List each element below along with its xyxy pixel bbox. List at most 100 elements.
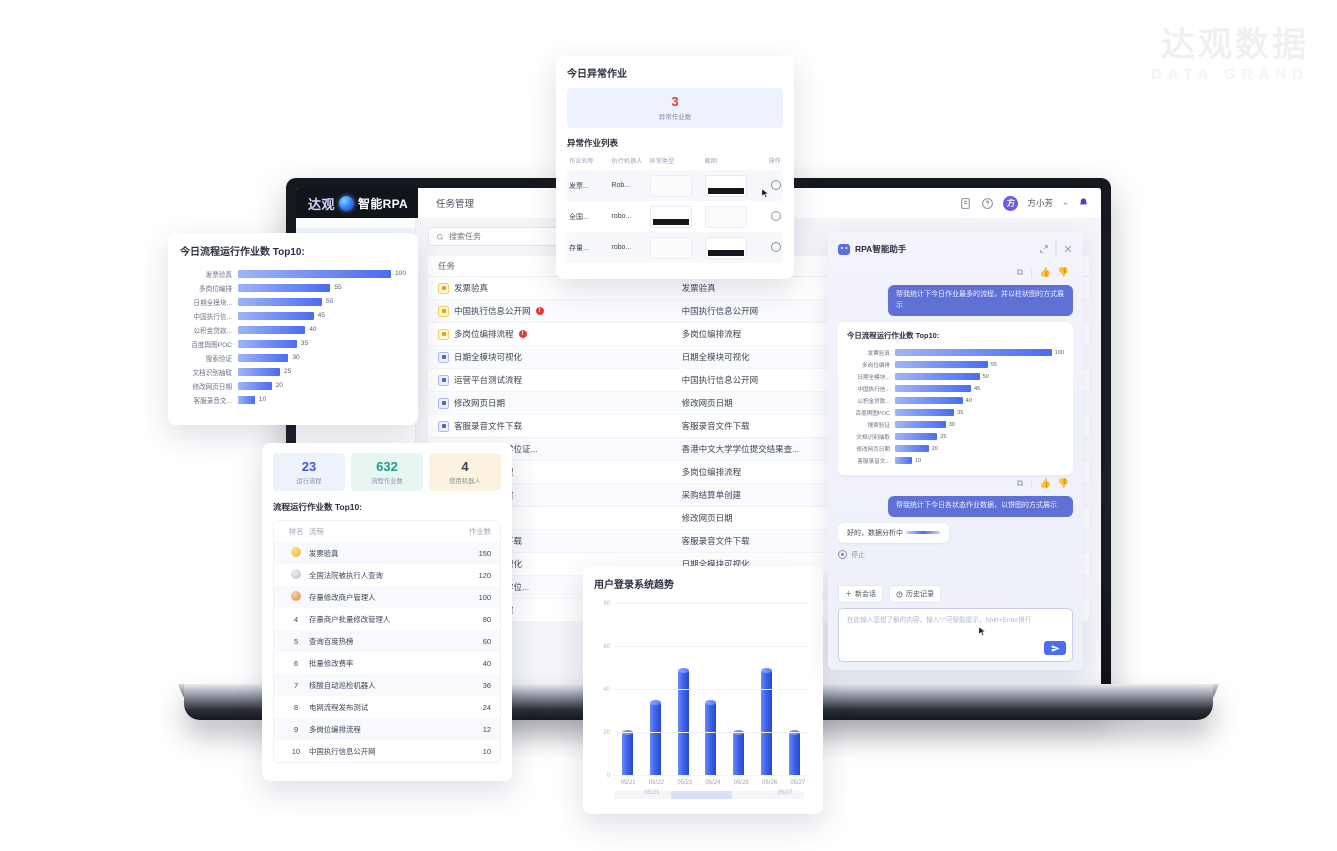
bar-track: 35 — [895, 409, 1064, 416]
rank-row[interactable]: 6 批量修改费率 40 — [274, 652, 500, 674]
bar-category-label: 多岗位编排 — [862, 362, 890, 369]
gridline — [614, 732, 808, 733]
copy-icon-2[interactable]: ⧉ — [1016, 478, 1024, 488]
rank-text: 8 — [293, 702, 299, 712]
medal-icon — [291, 547, 301, 558]
exception-name: 全国... — [569, 213, 589, 221]
code-flow-icon — [438, 397, 449, 409]
bar-value-label: 45 — [317, 312, 325, 319]
bar-track: 25 — [238, 367, 406, 376]
bar-category-label: 修改网页日期 — [856, 446, 890, 453]
app-logo[interactable]: 达观 智能RPA — [296, 188, 418, 218]
info-icon[interactable] — [770, 210, 781, 221]
bar-value-label: 35 — [957, 409, 964, 416]
card-top10-chart: 今日流程运行作业数 Top10: 发票验真 100 多岗位编排 55 日期全模块... 5… — [168, 233, 418, 425]
notification-bell-icon[interactable] — [1078, 197, 1089, 209]
bar-track: 10 — [238, 395, 406, 404]
rank-row[interactable]: 10 中国执行信息公开网 10 — [274, 740, 500, 762]
ex-col-ops: 操作 — [768, 158, 781, 166]
chevron-down-icon[interactable] — [1062, 200, 1069, 207]
bar-fill — [238, 353, 289, 362]
exception-row[interactable]: 发票... Rob... — [567, 170, 783, 202]
assistant-conversation[interactable]: ⧉ | 👍 👎 帮我统计下今日作业最多的流程，并以柱状图的方式展示 今日流程运行作… — [838, 264, 1073, 579]
top10-bar-chart: 发票验真 100 多岗位编排 55 日期全模块... 50 中国执行信... 45 公积金贷款.… — [180, 267, 406, 406]
trend-bar — [677, 667, 689, 776]
bar-row: 发票验真 100 — [847, 347, 1064, 358]
bar-fill — [238, 367, 280, 376]
avatar[interactable]: 方 — [1003, 195, 1019, 211]
zoom-selection[interactable] — [671, 791, 732, 799]
gridline — [614, 646, 808, 647]
copy-icon[interactable]: ⧉ — [1016, 267, 1024, 277]
cell-task: 日期全模块可视化 — [438, 351, 682, 363]
rank-number: 8 — [283, 703, 309, 712]
assistant-input-box[interactable]: 在此输入您想了解的内容，输入"/"可智能提示，Shift+Enter换行 — [838, 608, 1073, 662]
exception-screenshot-thumb[interactable] — [704, 236, 760, 259]
rank-col-no: 排名 — [288, 527, 304, 537]
exception-screenshot-thumb[interactable] — [704, 174, 760, 197]
rank-row[interactable]: 全国法院被执行人查询 120 — [274, 564, 500, 586]
trend-chart-plot: 0 20 40 60 80 — [603, 601, 812, 779]
rank-flow-name: 全国法院被执行人查询 — [309, 570, 383, 580]
user-name[interactable]: 方小芳 — [1027, 198, 1053, 208]
trend-chart-title: 用户登录系统趋势 — [594, 580, 674, 591]
rank-flow-name: 核酸自动巡检机器人 — [309, 680, 376, 690]
exception-row[interactable]: 存量... robo... — [567, 232, 783, 264]
bar-row: 客服录音文... 10 — [180, 393, 406, 406]
history-button[interactable]: 历史记录 — [889, 585, 941, 603]
bar-track: 20 — [238, 381, 406, 390]
info-icon[interactable] — [770, 241, 781, 252]
stop-generating-button[interactable]: 停止 — [838, 550, 1073, 560]
rank-text: 6 — [293, 658, 299, 668]
exception-ops[interactable] — [760, 179, 781, 192]
bar-track: 100 — [238, 269, 406, 278]
cell-task: 发票验真 — [438, 282, 682, 294]
history-label: 历史记录 — [906, 591, 934, 598]
bar-value-label: 55 — [990, 361, 998, 368]
rank-row[interactable]: 5 查询百度热榜 60 — [274, 630, 500, 653]
bot-loading-text: 好的，数据分析中 — [847, 529, 903, 537]
rank-row[interactable]: 发票验真 150 — [274, 542, 500, 565]
stat-boxes: 23 运行流程 632 流程作业数 4 使用机器人 — [273, 453, 501, 492]
exception-row[interactable]: 全国... robo... — [567, 201, 783, 232]
thumbs-up-icon-2[interactable]: 👍 — [1039, 478, 1051, 488]
send-button[interactable] — [1044, 641, 1066, 655]
logo-orb-icon — [339, 195, 355, 211]
rank-row[interactable]: 8 电网流程发布测试 24 — [274, 696, 500, 718]
trend-zoom-slider[interactable]: 05/21 05/27 — [614, 790, 804, 799]
rank-row[interactable]: 存量修改商户管理人 100 — [274, 586, 500, 609]
robot-avatar-icon — [838, 243, 850, 255]
docs-icon[interactable] — [959, 197, 972, 210]
exception-list-title: 异常作业列表 — [567, 138, 619, 149]
new-chat-button[interactable]: ＋ 新会话 — [838, 585, 883, 603]
exception-ops[interactable] — [760, 241, 781, 254]
info-icon[interactable] — [770, 179, 781, 190]
rank-flow-name: 电网流程发布测试 — [309, 702, 369, 712]
thumbs-down-icon[interactable]: 👎 — [1057, 267, 1069, 277]
bar-category-label: 日期全模块... — [193, 299, 232, 307]
topbar-actions: 方 方小芳 — [959, 188, 1101, 218]
rank-row[interactable]: 4 存量商户批量修改管理人 80 — [274, 608, 500, 630]
bar-row: 百度舆图POC 35 — [847, 407, 1064, 418]
thumbs-down-icon-2[interactable]: 👎 — [1057, 478, 1069, 488]
exception-table-header: 作业名称 执行机器人 异常类型 截图 操作 — [567, 149, 783, 170]
search-input[interactable] — [449, 232, 600, 241]
cell-task: 中国执行信息公开网! — [438, 305, 682, 317]
close-icon[interactable] — [1063, 244, 1073, 254]
rank-row[interactable]: 9 多岗位编排流程 12 — [274, 718, 500, 741]
bar-fill — [238, 269, 391, 278]
rank-row[interactable]: 7 核酸自动巡检机器人 36 — [274, 674, 500, 697]
expand-icon[interactable] — [1039, 244, 1049, 254]
medal-icon — [291, 569, 301, 580]
stop-icon — [838, 550, 847, 559]
bar-value-label: 20 — [275, 382, 283, 389]
rank-flow-name: 存量商户批量修改管理人 — [309, 614, 391, 624]
exception-screenshot-thumb[interactable] — [704, 205, 760, 228]
exception-type-thumb — [649, 174, 705, 197]
app-topbar: 达观 智能RPA 任务管理 方 方小芳 — [296, 188, 1101, 218]
bar-row: 修改网页日期 20 — [847, 443, 1064, 454]
thumbs-up-icon[interactable]: 👍 — [1039, 267, 1051, 277]
exception-ops[interactable] — [760, 210, 781, 223]
rank-text: 7 — [293, 680, 299, 690]
help-icon[interactable] — [981, 197, 994, 210]
